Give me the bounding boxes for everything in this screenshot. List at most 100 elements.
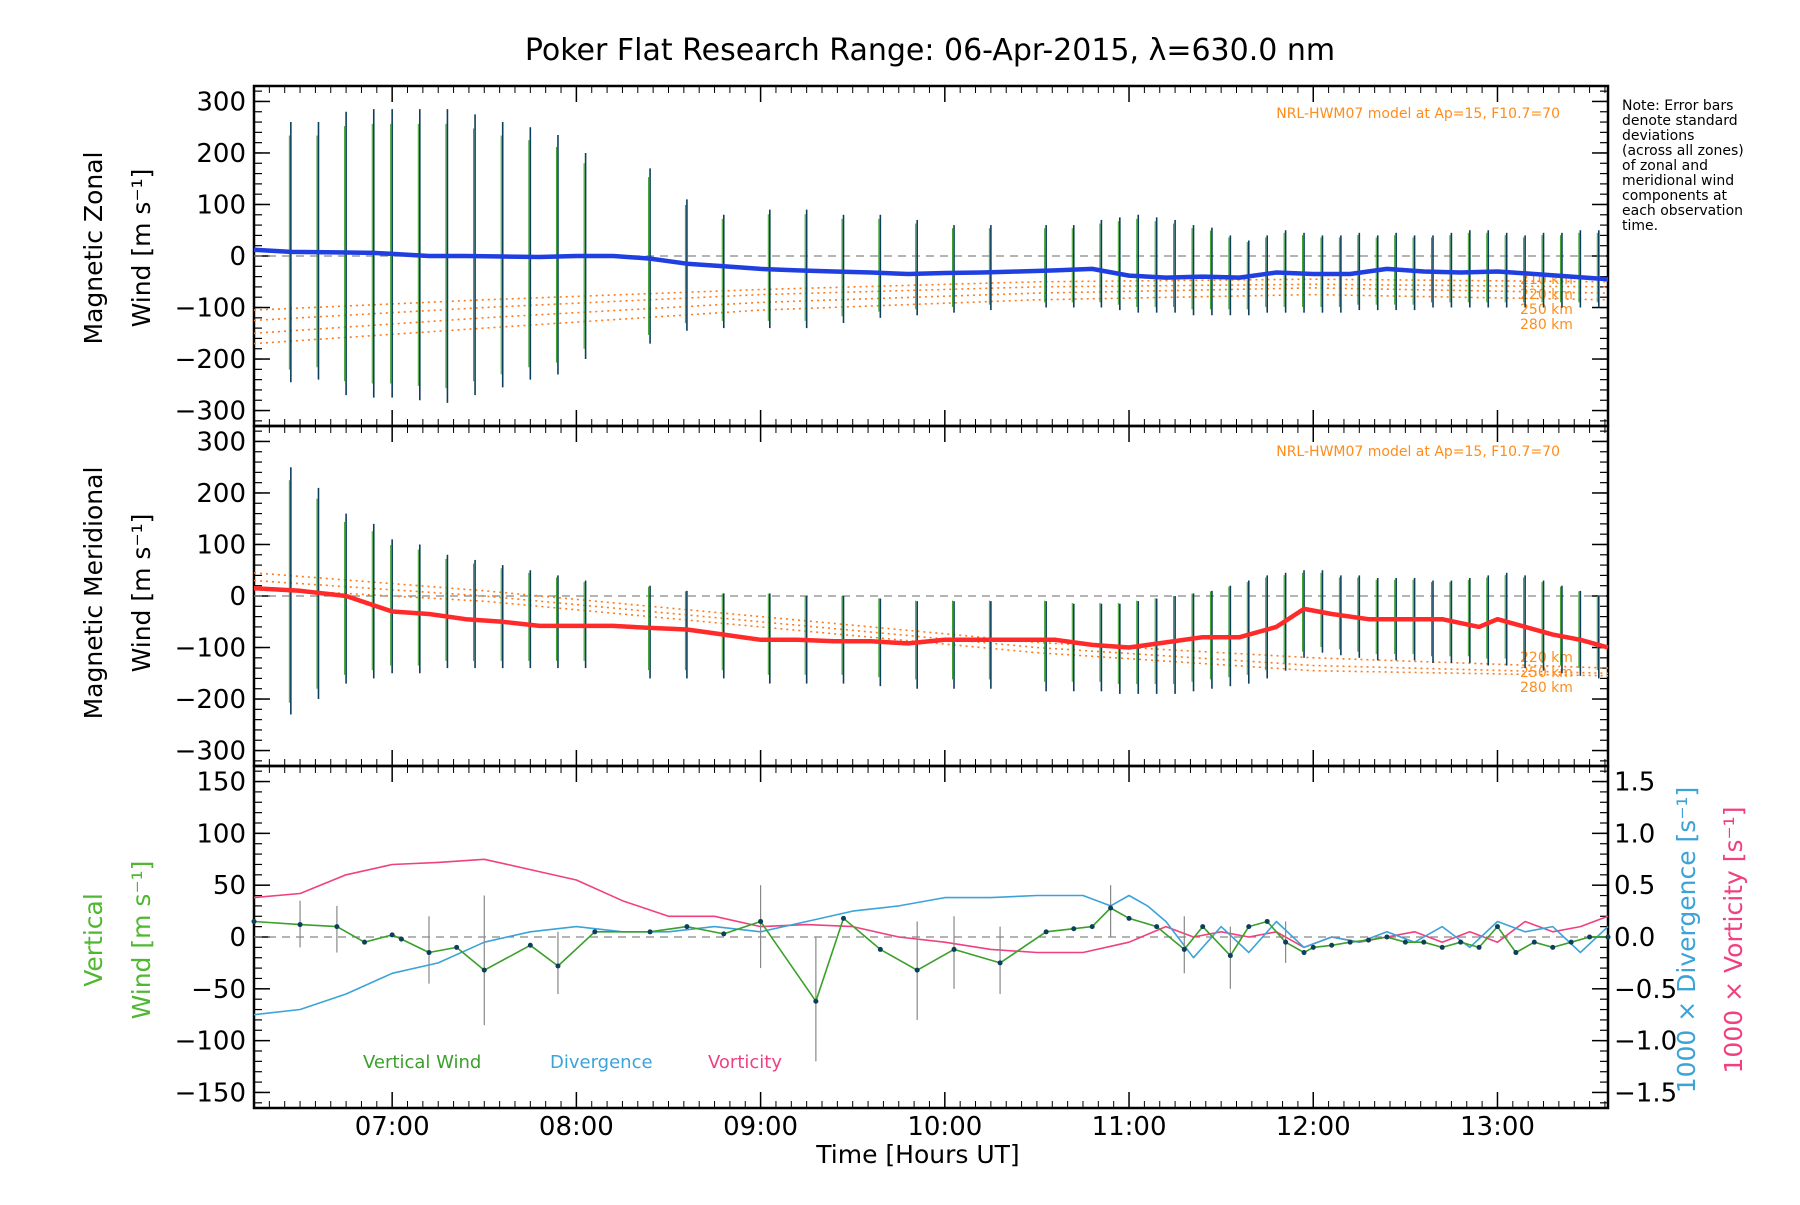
ytick-label-zonal: 200 bbox=[196, 139, 246, 169]
ytick-label-vertical: −50 bbox=[191, 975, 246, 1005]
vertical-wind-point bbox=[1402, 939, 1408, 945]
vertical-wind-point bbox=[1439, 944, 1445, 950]
vertical-wind-point bbox=[362, 939, 368, 945]
vertical-wind-point bbox=[1476, 944, 1482, 950]
ytick-label-meridional: −300 bbox=[175, 737, 246, 767]
altitude-label: 250 km bbox=[1520, 665, 1573, 681]
note-line-8: each observation bbox=[1622, 203, 1743, 219]
vertical-wind-point bbox=[1310, 944, 1316, 950]
vorticity-line bbox=[253, 858, 1609, 954]
right-ytick-label: 0.5 bbox=[1614, 871, 1655, 901]
mean-wind-zonal bbox=[253, 247, 1609, 282]
model-curve-zonal-1 bbox=[253, 287, 1609, 335]
vertical-wind-point bbox=[1550, 944, 1556, 950]
xtick-label: 08:00 bbox=[539, 1112, 614, 1142]
vertical-wind-point bbox=[1421, 939, 1427, 945]
altitude-label: 280 km bbox=[1520, 680, 1573, 696]
ytick-label-zonal: 300 bbox=[196, 87, 246, 117]
note-line-7: components at bbox=[1622, 188, 1728, 204]
vertical-wind-point bbox=[758, 918, 764, 924]
vertical-wind-point bbox=[1283, 939, 1289, 945]
vertical-wind-point bbox=[1494, 924, 1500, 930]
ytick-label-vertical: −100 bbox=[175, 1027, 246, 1057]
vertical-wind-point bbox=[1126, 915, 1132, 921]
xtick-label: 09:00 bbox=[723, 1112, 798, 1142]
altitude-label: 250 km bbox=[1520, 302, 1573, 318]
vertical-ylabel-2: Wind [m s⁻¹] bbox=[127, 861, 156, 1020]
vertical-wind-point bbox=[813, 998, 819, 1004]
xtick-label: 12:00 bbox=[1276, 1112, 1351, 1142]
vertical-wind-point bbox=[1301, 950, 1307, 956]
vertical-wind-point bbox=[1089, 924, 1095, 930]
ytick-label-zonal: −300 bbox=[175, 397, 246, 427]
ytick-label-meridional: 0 bbox=[229, 582, 246, 612]
vertical-wind-point bbox=[1366, 937, 1372, 943]
vertical-wind-point bbox=[951, 946, 957, 952]
vertical-wind-point bbox=[1071, 926, 1077, 932]
vertical-wind-point bbox=[592, 929, 598, 935]
vertical-wind-point bbox=[398, 936, 404, 942]
ytick-label-meridional: −200 bbox=[175, 685, 246, 715]
xtick-label: 07:00 bbox=[355, 1112, 430, 1142]
vertical-wind-point bbox=[426, 950, 432, 956]
divergence-line bbox=[253, 894, 1609, 1016]
vertical-wind-point bbox=[1384, 934, 1390, 940]
vertical-wind-point bbox=[721, 931, 727, 937]
ytick-label-meridional: −100 bbox=[175, 634, 246, 664]
vertical-wind-line bbox=[253, 907, 1608, 1003]
ytick-label-meridional: 300 bbox=[196, 427, 246, 457]
note-line-4: (across all zones) bbox=[1622, 143, 1744, 159]
altitude-label: 280 km bbox=[1520, 317, 1573, 333]
vertical-wind-point bbox=[1181, 946, 1187, 952]
vertical-wind-point bbox=[1227, 953, 1233, 959]
model-curve-zonal-0 bbox=[253, 293, 1609, 345]
ytick-label-vertical: 150 bbox=[196, 768, 246, 798]
vertical-wind-point bbox=[1568, 939, 1574, 945]
vertical-wind-point bbox=[1264, 918, 1270, 924]
xtick-label: 13:00 bbox=[1460, 1112, 1535, 1142]
vertical-wind-point bbox=[454, 944, 460, 950]
note-line-5: of zonal and bbox=[1622, 158, 1708, 174]
ytick-label-meridional: 200 bbox=[196, 479, 246, 509]
vertical-wind-point bbox=[251, 918, 257, 924]
note-line-9: time. bbox=[1622, 218, 1658, 234]
vertical-ylabel-1: Vertical bbox=[79, 893, 108, 987]
vertical-wind-point bbox=[1200, 924, 1206, 930]
vertical-wind-point bbox=[1246, 924, 1252, 930]
zonal-ylabel-2: Wind [m s⁻¹] bbox=[127, 169, 156, 328]
mean-wind-meridional bbox=[253, 586, 1609, 650]
note-line-1: Note: Error bars bbox=[1622, 98, 1733, 114]
vertical-wind-point bbox=[1531, 939, 1537, 945]
chart-title: Poker Flat Research Range: 06-Apr-2015, … bbox=[525, 33, 1335, 68]
vertical-wind-point bbox=[334, 924, 340, 930]
right-ytick-label: 1.5 bbox=[1614, 768, 1655, 798]
ytick-label-zonal: −100 bbox=[175, 294, 246, 324]
ytick-label-vertical: 0 bbox=[229, 923, 246, 953]
ytick-label-vertical: 50 bbox=[213, 871, 246, 901]
legend-divergence: Divergence bbox=[550, 1052, 653, 1073]
right-ytick-label: 0.0 bbox=[1614, 923, 1655, 953]
right-ytick-label: −0.5 bbox=[1614, 975, 1677, 1005]
vertical-wind-point bbox=[877, 946, 883, 952]
vertical-wind-point bbox=[1513, 950, 1519, 956]
vertical-wind-point bbox=[1605, 934, 1611, 940]
note-line-6: meridional wind bbox=[1622, 173, 1734, 189]
xtick-label: 10:00 bbox=[907, 1112, 982, 1142]
ytick-label-vertical: −150 bbox=[175, 1078, 246, 1108]
xtick-label: 11:00 bbox=[1092, 1112, 1167, 1142]
note-line-3: deviations bbox=[1622, 128, 1694, 144]
meridional-model-label: NRL-HWM07 model at Ap=15, F10.7=70 bbox=[1276, 444, 1560, 460]
vertical-wind-point bbox=[914, 967, 920, 973]
legend-vorticity: Vorticity bbox=[708, 1052, 782, 1073]
meridional-ylabel-2: Wind [m s⁻¹] bbox=[127, 514, 156, 673]
vertical-wind-point bbox=[527, 942, 533, 948]
legend-vertical-wind: Vertical Wind bbox=[363, 1052, 481, 1073]
vertical-wind-point bbox=[1458, 939, 1464, 945]
altitude-label: 220 km bbox=[1520, 650, 1573, 666]
vertical-wind-point bbox=[647, 929, 653, 935]
vertical-wind-point bbox=[840, 915, 846, 921]
model-curve-zonal-3 bbox=[253, 278, 1609, 311]
